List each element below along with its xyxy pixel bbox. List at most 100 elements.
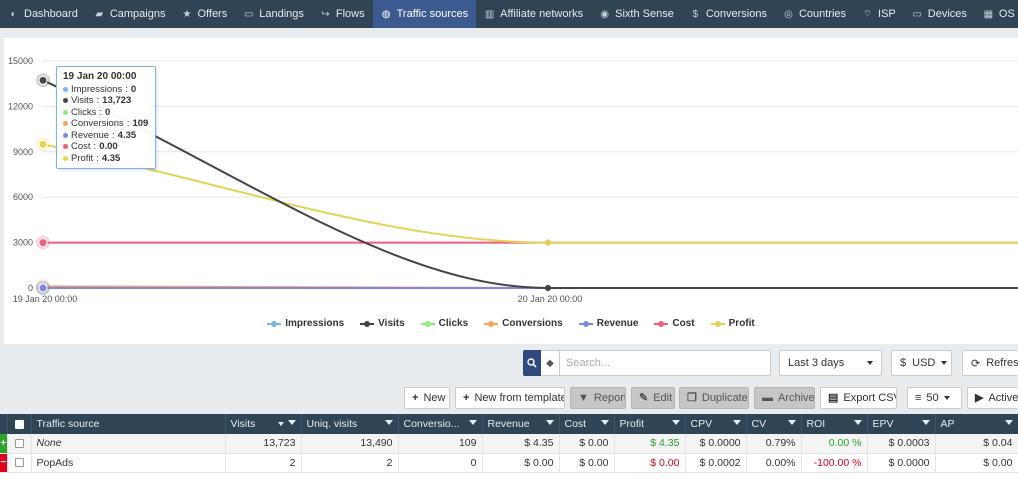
col-cpv[interactable]: CPV (685, 414, 747, 434)
legend-item-impressions[interactable]: Impressions (267, 318, 344, 329)
nav-item-sixth-sense[interactable]: ◉ Sixth Sense (591, 0, 682, 28)
filter-icon[interactable] (921, 420, 930, 425)
filter-icon[interactable] (853, 420, 862, 425)
currency-select[interactable]: $ USD (891, 350, 952, 376)
col-roi[interactable]: ROI (801, 414, 868, 434)
cell-conv: 109 (398, 434, 483, 454)
new-from-template-button[interactable]: + New from template (455, 387, 565, 409)
search-input[interactable] (559, 350, 771, 376)
filter-icon[interactable] (600, 420, 609, 425)
legend-item-conversions[interactable]: Conversions (484, 318, 563, 329)
tooltip-value: 0.00 (99, 141, 118, 152)
tooltip-dot (63, 144, 68, 150)
cell-profit: $ 0.00 (614, 453, 686, 473)
col-uniq-visits[interactable]: Uniq. visits (301, 414, 399, 434)
legend-item-profit[interactable]: Profit (710, 318, 755, 329)
cell-ap: $ 0.00 (935, 453, 1018, 473)
page-size-select[interactable]: ≡ 50 (907, 387, 962, 409)
legend-item-visits[interactable]: Visits (360, 318, 405, 329)
duplicate-button[interactable]: ❐ Duplicate (679, 387, 749, 409)
col-cv[interactable]: CV (746, 414, 802, 434)
col-epv[interactable]: EPV (867, 414, 936, 434)
col-conversions[interactable]: Conversio... (398, 414, 483, 434)
report-label: Report (593, 392, 626, 404)
expand-header (0, 414, 8, 434)
cell-revenue: $ 4.35 (482, 434, 560, 454)
nav-item-os[interactable]: ▦ OS (975, 0, 1018, 28)
dollar-icon: $ (692, 8, 699, 20)
date-range-select[interactable]: Last 3 days (779, 350, 882, 376)
tooltip-dot (63, 98, 68, 104)
active-filter-button[interactable]: ▶ Active (967, 387, 1018, 409)
col-cost[interactable]: Cost (559, 414, 615, 434)
legend-item-cost[interactable]: Cost (654, 318, 695, 329)
filter-icon[interactable] (384, 420, 393, 425)
col-traffic-source[interactable]: Traffic source (31, 414, 226, 434)
nav-item-isp[interactable]: ⌔ ISP (854, 0, 904, 28)
table-header: Traffic source Visits Uniq. visits Conve… (0, 414, 1018, 434)
cell-ap: $ 0.04 (935, 434, 1018, 454)
collapse-icon[interactable]: − (0, 453, 8, 473)
nav-item-traffic-sources[interactable]: ◍ Traffic sources (372, 0, 477, 28)
archive-button[interactable]: ▬ Archive (754, 387, 815, 409)
star-icon: ★ (182, 8, 192, 20)
filter-icon[interactable] (545, 420, 554, 425)
table-row[interactable]: + None 13,723 13,490 109 $ 4.35 $ 0.00 $ 4.35 $ … (0, 434, 1018, 454)
nav-item-countries[interactable]: ◎ Countries (775, 0, 854, 28)
table-row[interactable]: − PopAds 2 2 0 $ 0.00 $ 0.00 $ 0.00 $ 0.0002 0.00… (0, 453, 1018, 473)
expand-icon[interactable]: + (0, 434, 8, 454)
filter-icon[interactable] (468, 420, 477, 425)
export-csv-button[interactable]: ▤ Export CSV (820, 387, 897, 409)
sort-desc-icon[interactable] (277, 422, 284, 426)
filter-icon[interactable] (287, 420, 296, 425)
tag-icon[interactable]: ◆ (541, 350, 559, 376)
y-tick-label: 9000 (13, 147, 33, 157)
y-tick-label: 0 (28, 283, 33, 293)
filter-icon[interactable] (787, 420, 796, 425)
traffic-source-name[interactable]: None (31, 434, 226, 454)
nav-item-flows[interactable]: ↪ Flows (312, 0, 373, 28)
cell-uniq: 13,490 (301, 434, 399, 454)
edit-button[interactable]: ✎ Edit (631, 387, 675, 409)
nav-item-offers[interactable]: ★ Offers (173, 0, 235, 28)
col-roi-label: ROI (806, 418, 826, 430)
traffic-source-name[interactable]: PopAds (31, 453, 226, 473)
col-ap[interactable]: AP (935, 414, 1018, 434)
export-csv-label: Export CSV (843, 392, 897, 404)
nav-item-affiliate-networks[interactable]: ▥ Affiliate networks (476, 0, 591, 28)
col-visits[interactable]: Visits (225, 414, 302, 434)
report-button[interactable]: ▼ Report (570, 387, 626, 409)
col-profit[interactable]: Profit (614, 414, 686, 434)
traffic-sources-table: Traffic source Visits Uniq. visits Conve… (0, 414, 1018, 480)
nav-item-devices[interactable]: ▭ Devices (904, 0, 975, 28)
nav-label: Traffic sources (396, 8, 469, 20)
row-checkbox[interactable] (7, 453, 32, 473)
nav-item-campaigns[interactable]: ▰ Campaigns (86, 0, 174, 28)
col-revenue[interactable]: Revenue (482, 414, 560, 434)
nav-label: Sixth Sense (615, 8, 674, 20)
new-button[interactable]: + New (404, 387, 450, 409)
filter-icon[interactable] (1004, 420, 1013, 425)
tooltip-colon: : (96, 152, 99, 164)
legend-item-clicks[interactable]: Clicks (420, 318, 468, 329)
legend-label: Visits (378, 318, 405, 329)
filter-icon[interactable] (671, 420, 680, 425)
tooltip-label: Profit (71, 152, 94, 164)
legend-label: Conversions (502, 318, 563, 329)
nav-item-dashboard[interactable]: ◐ Dashboard (0, 0, 86, 28)
search-icon[interactable] (523, 350, 541, 376)
currency-label: USD (912, 357, 936, 369)
nav-item-conversions[interactable]: $ Conversions (682, 0, 775, 28)
new-from-template-label: New from template (474, 392, 565, 404)
filter-icon[interactable] (732, 420, 741, 425)
select-all-checkbox[interactable] (7, 414, 32, 434)
refresh-button[interactable]: ⟳ Refresh (962, 350, 1018, 376)
chart-tooltip: 19 Jan 20 00:00 Impressions:0 Visits:13,7… (56, 66, 156, 169)
tooltip-row: Impressions:0 (63, 84, 149, 96)
tooltip-dot (63, 86, 68, 92)
legend-item-revenue[interactable]: Revenue (578, 318, 638, 329)
tooltip-label: Clicks (71, 106, 97, 118)
row-checkbox[interactable] (7, 434, 32, 454)
nav-item-landings[interactable]: ▭ Landings (235, 0, 312, 28)
y-tick-label: 6000 (13, 192, 33, 202)
